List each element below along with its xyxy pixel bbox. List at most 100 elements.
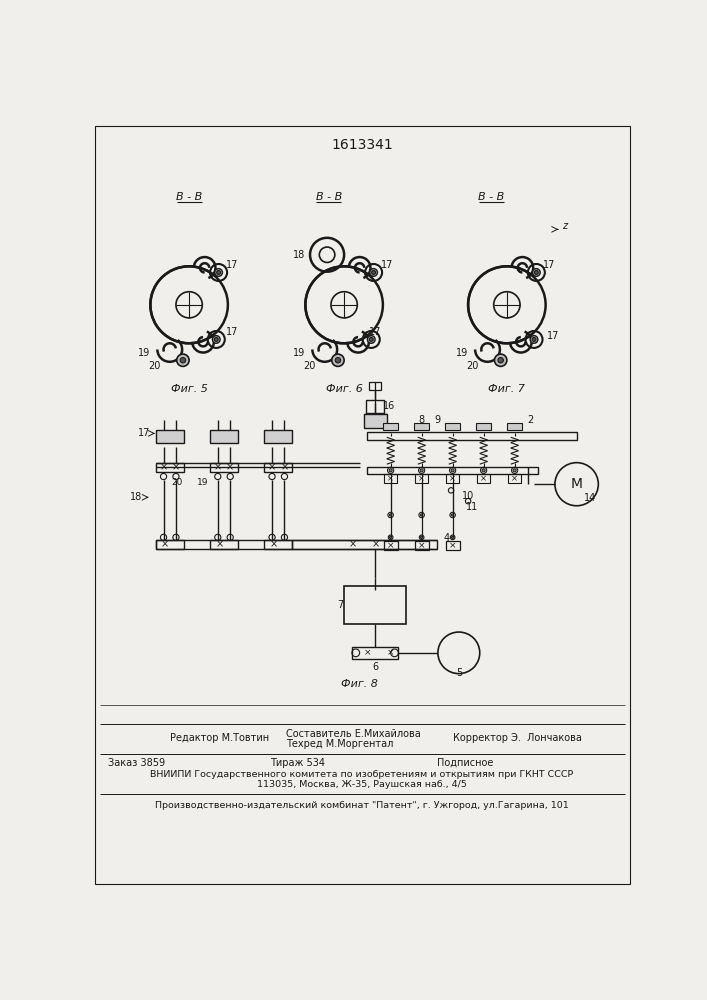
Bar (368, 467, 538, 474)
Bar (384, 541, 397, 550)
Text: 16: 16 (383, 401, 395, 411)
Bar (210, 463, 238, 472)
Text: 17: 17 (138, 428, 151, 438)
Text: Фиг. 5: Фиг. 5 (170, 384, 208, 394)
Text: ×: × (214, 462, 222, 472)
Bar (383, 423, 398, 430)
Circle shape (390, 514, 392, 516)
Text: 10: 10 (462, 491, 474, 501)
Circle shape (494, 354, 507, 366)
Text: 2: 2 (527, 415, 533, 425)
Circle shape (452, 536, 454, 538)
Bar (445, 423, 460, 430)
Bar (368, 432, 577, 440)
Text: 17: 17 (380, 260, 393, 270)
Text: ×: × (268, 462, 276, 472)
Text: ×: × (449, 474, 456, 483)
Bar (445, 541, 460, 550)
Text: 4: 4 (443, 533, 450, 543)
Text: 113035, Москва, Ж-35, Раушская наб., 4/5: 113035, Москва, Ж-35, Раушская наб., 4/5 (257, 780, 467, 789)
Circle shape (177, 354, 189, 366)
Text: М: М (571, 477, 583, 491)
Text: 19: 19 (456, 348, 468, 358)
Circle shape (389, 469, 392, 472)
Circle shape (530, 336, 538, 343)
Circle shape (532, 269, 540, 276)
Text: ×: × (172, 462, 180, 472)
Bar (476, 423, 491, 430)
Text: ×: × (363, 648, 371, 657)
Bar (210, 430, 238, 443)
Circle shape (369, 338, 373, 341)
Text: 18: 18 (293, 250, 305, 260)
Text: В - В: В - В (478, 192, 505, 202)
Text: ×: × (511, 474, 518, 483)
Text: ×: × (480, 474, 487, 483)
Text: 9: 9 (434, 415, 440, 425)
Text: 17: 17 (226, 327, 238, 337)
Text: 8: 8 (419, 415, 425, 425)
Bar (508, 474, 521, 483)
Text: ×: × (387, 474, 394, 483)
Text: ×: × (387, 541, 395, 550)
Circle shape (214, 338, 218, 341)
Bar (366, 400, 385, 413)
Bar (156, 540, 184, 549)
Text: В - В: В - В (315, 192, 341, 202)
Circle shape (368, 336, 375, 343)
Text: 18: 18 (130, 492, 143, 502)
Text: Корректор Э.  Лончакова: Корректор Э. Лончакова (452, 733, 581, 743)
Text: 19: 19 (293, 348, 305, 358)
Text: 19: 19 (197, 478, 209, 487)
Bar (210, 540, 238, 549)
Bar (416, 474, 428, 483)
Text: 20: 20 (148, 361, 160, 371)
Text: Фиг. 7: Фиг. 7 (489, 384, 525, 394)
Bar (414, 423, 429, 430)
Text: ×: × (269, 539, 278, 549)
Circle shape (212, 336, 220, 343)
Circle shape (532, 338, 536, 341)
Bar (477, 474, 490, 483)
Circle shape (421, 536, 423, 538)
Bar (507, 423, 522, 430)
Bar (385, 474, 397, 483)
Circle shape (420, 469, 423, 472)
Text: ×: × (449, 541, 457, 550)
Circle shape (482, 469, 485, 472)
Circle shape (180, 358, 186, 363)
Text: ×: × (281, 462, 288, 472)
Bar (363, 414, 387, 428)
Bar (344, 586, 406, 624)
Circle shape (335, 358, 341, 363)
Text: Тираж 534: Тираж 534 (271, 758, 325, 768)
Text: 6: 6 (372, 662, 378, 672)
Text: 19: 19 (138, 348, 151, 358)
Bar (352, 647, 398, 659)
Bar (156, 430, 184, 443)
Text: ×: × (226, 462, 234, 472)
Circle shape (452, 514, 454, 516)
Text: ×: × (418, 541, 426, 550)
Circle shape (332, 354, 344, 366)
Bar (369, 382, 381, 389)
Circle shape (215, 269, 223, 276)
Text: 1613341: 1613341 (331, 138, 393, 152)
Text: 20: 20 (172, 478, 183, 487)
Circle shape (421, 514, 423, 516)
Bar (446, 474, 459, 483)
Text: 14: 14 (585, 493, 597, 503)
Text: ×: × (387, 648, 395, 657)
Circle shape (370, 269, 378, 276)
Text: 20: 20 (303, 361, 315, 371)
Text: 17: 17 (369, 327, 381, 337)
Text: 17: 17 (547, 331, 559, 341)
Text: ×: × (372, 539, 380, 549)
Text: Подписное: Подписное (437, 758, 493, 768)
Text: ВНИИПИ Государственного комитета по изобретениям и открытиям при ГКНТ СССР: ВНИИПИ Государственного комитета по изоб… (151, 770, 573, 779)
Text: В - В: В - В (176, 192, 202, 202)
Bar (156, 463, 184, 472)
Text: ×: × (349, 539, 357, 549)
Circle shape (498, 358, 503, 363)
Bar (292, 540, 437, 549)
